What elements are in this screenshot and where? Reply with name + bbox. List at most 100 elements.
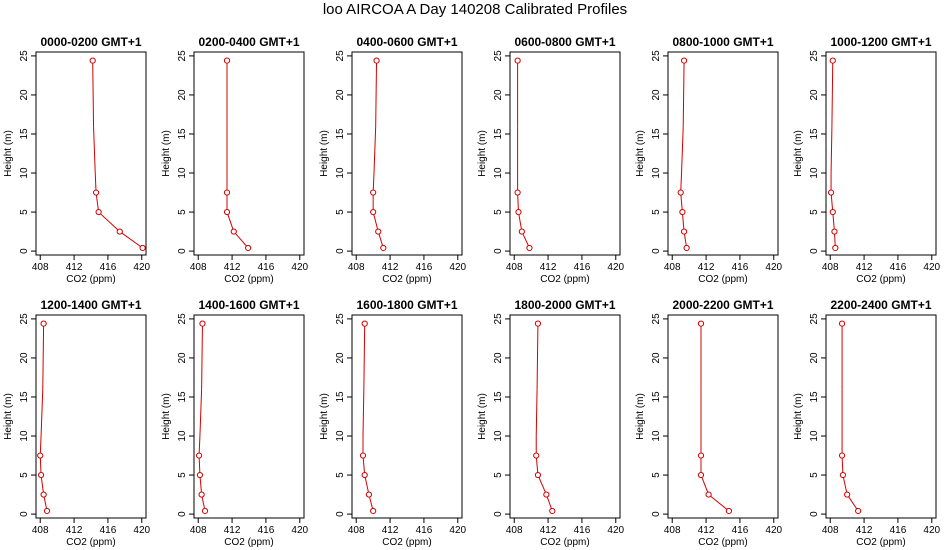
x-tick-label: 408 xyxy=(506,525,523,536)
y-tick-label: 25 xyxy=(177,313,188,325)
x-axis-label: CO2 (ppm) xyxy=(224,274,273,285)
y-tick-label: 25 xyxy=(335,50,346,62)
profile-segment xyxy=(681,212,685,232)
data-point xyxy=(515,208,522,216)
profile-segment xyxy=(363,323,366,390)
x-tick-label: 408 xyxy=(822,525,839,536)
y-tick-label: 20 xyxy=(651,89,662,101)
x-tick-label: 420 xyxy=(133,525,150,536)
y-tick-label: 20 xyxy=(809,352,820,364)
plot-frame xyxy=(667,314,779,519)
profile-segment xyxy=(372,172,375,193)
profile-segment xyxy=(681,126,684,174)
y-tick-label: 0 xyxy=(493,248,504,254)
panel-title: 1200-1400 GMT+1 xyxy=(40,298,141,312)
chart-title: loo AIRCOA A Day 140208 Calibrated Profi… xyxy=(322,1,628,18)
x-tick-label: 416 xyxy=(890,262,907,273)
y-axis-label: Height (m) xyxy=(161,130,172,177)
x-tick-label: 412 xyxy=(224,525,241,536)
profile-segment xyxy=(842,474,848,495)
profile-segment xyxy=(42,323,45,390)
y-tick-label: 10 xyxy=(809,430,820,442)
y-tick-label: 5 xyxy=(177,472,188,478)
data-point xyxy=(43,507,51,515)
x-axis-label: CO2 (ppm) xyxy=(224,537,273,548)
data-point xyxy=(199,320,206,327)
x-axis-label: CO2 (ppm) xyxy=(540,274,589,285)
profile-segment xyxy=(831,60,834,127)
y-tick-label: 10 xyxy=(651,430,662,442)
x-tick-label: 416 xyxy=(100,262,117,273)
x-tick-label: 420 xyxy=(765,525,782,536)
data-point xyxy=(680,57,688,64)
data-point xyxy=(370,208,377,216)
profile-segment xyxy=(372,211,379,232)
data-point xyxy=(223,208,231,216)
profile-segment xyxy=(708,494,730,512)
profile-segment xyxy=(517,211,523,232)
y-tick-label: 25 xyxy=(493,313,504,325)
panel-1: 0000-0200 GMT+1 408 412 416 420 0 5 10 15 20 25 CO2… xyxy=(3,35,151,285)
x-tick-label: 420 xyxy=(133,262,150,273)
panel-9: 1600-1800 GMT+1 408 412 416 420 0 5 10 15 20 25 CO2… xyxy=(319,298,467,548)
data-point xyxy=(223,189,231,196)
y-tick-label: 10 xyxy=(19,430,30,442)
x-axis-label: CO2 (ppm) xyxy=(382,274,431,285)
data-point xyxy=(533,452,540,459)
x-tick-label: 416 xyxy=(574,262,591,273)
profile-segment xyxy=(373,126,377,174)
data-point xyxy=(223,57,231,64)
y-tick-label: 25 xyxy=(809,313,820,325)
x-tick-label: 416 xyxy=(574,525,591,536)
data-point xyxy=(832,244,839,252)
data-point xyxy=(839,471,847,479)
profile-segment xyxy=(233,231,249,249)
y-tick-label: 15 xyxy=(177,391,188,403)
y-tick-label: 10 xyxy=(335,167,346,179)
x-tick-label: 412 xyxy=(224,262,241,273)
y-tick-label: 0 xyxy=(335,248,346,254)
data-point xyxy=(195,452,203,459)
data-point xyxy=(40,320,47,327)
profile-segment xyxy=(40,389,44,437)
x-tick-label: 412 xyxy=(540,525,557,536)
profile-segment xyxy=(95,192,100,213)
profile-segment xyxy=(39,435,42,456)
data-point xyxy=(526,244,533,252)
data-point xyxy=(683,244,690,252)
x-tick-label: 412 xyxy=(382,262,399,273)
profile-segment xyxy=(535,455,539,476)
y-tick-label: 0 xyxy=(809,248,820,254)
panel-title: 0000-0200 GMT+1 xyxy=(40,35,141,49)
profile-segment xyxy=(201,323,203,390)
data-point xyxy=(534,471,542,479)
plot-frame xyxy=(509,51,621,256)
data-point xyxy=(359,452,367,459)
data-point xyxy=(196,471,204,479)
x-tick-label: 412 xyxy=(856,525,873,536)
profile-segment xyxy=(682,60,685,127)
y-axis-label: Height (m) xyxy=(793,130,804,177)
y-tick-label: 15 xyxy=(651,128,662,140)
data-point xyxy=(838,452,846,459)
data-point xyxy=(37,471,45,479)
y-tick-label: 0 xyxy=(809,511,820,517)
x-tick-label: 420 xyxy=(291,525,308,536)
y-tick-label: 5 xyxy=(335,472,346,478)
profile-segment xyxy=(536,323,539,390)
x-tick-label: 416 xyxy=(258,262,275,273)
y-tick-label: 20 xyxy=(809,89,820,101)
panel-title: 0800-1000 GMT+1 xyxy=(672,35,773,49)
y-axis-label: Height (m) xyxy=(319,130,330,177)
panel-11: 2000-2200 GMT+1 408 412 416 420 0 5 10 15 20 25 CO2… xyxy=(635,298,783,548)
plot-frame xyxy=(351,51,463,256)
profile-segment xyxy=(98,211,121,232)
y-axis-label: Height (m) xyxy=(319,393,330,440)
y-tick-label: 15 xyxy=(809,391,820,403)
panel-5: 0800-1000 GMT+1 408 412 416 420 0 5 10 15 20 25 CO2… xyxy=(635,35,783,285)
y-tick-label: 15 xyxy=(493,391,504,403)
y-tick-label: 20 xyxy=(177,89,188,101)
x-tick-label: 416 xyxy=(732,262,749,273)
data-point xyxy=(380,244,387,252)
y-tick-label: 5 xyxy=(651,472,662,478)
